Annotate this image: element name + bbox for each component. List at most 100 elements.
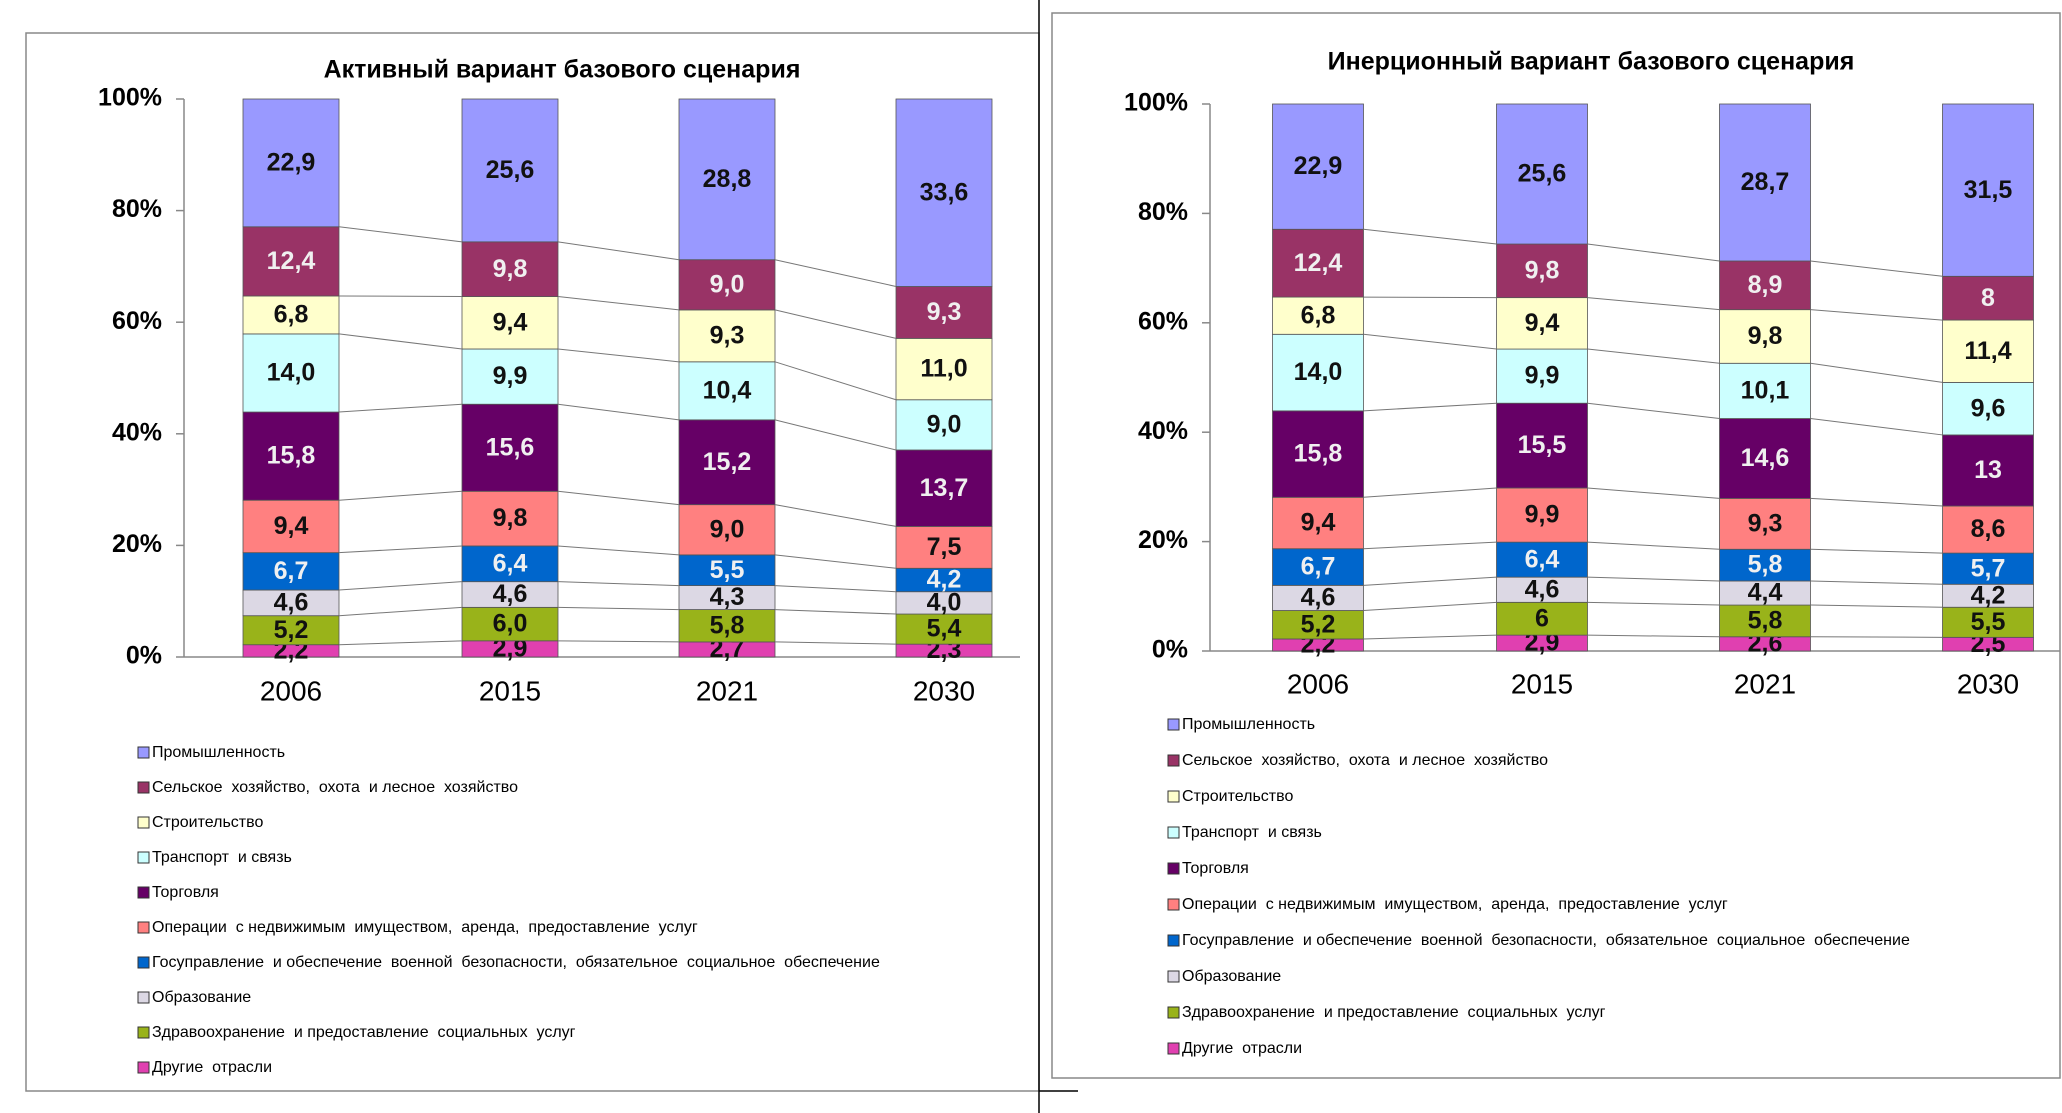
series-line: [1587, 601, 1720, 606]
y-tick-label: 100%: [98, 84, 162, 112]
bar-segment: [1942, 505, 2034, 554]
data-label: 15,6: [486, 433, 535, 461]
data-label: 15,2: [703, 448, 752, 476]
data-label: 8,6: [1971, 515, 2006, 543]
data-label: 33,6: [920, 178, 969, 206]
series-line: [1810, 604, 1943, 608]
legend-swatch: [1167, 790, 1180, 803]
legend-swatch: [1167, 1006, 1180, 1019]
y-tick-label: 40%: [1138, 417, 1188, 445]
bar-segment: [1496, 348, 1588, 404]
x-tick-label: 2021: [696, 675, 758, 706]
bar-segment: [1272, 548, 1364, 586]
legend-swatch: [1167, 898, 1180, 911]
bar-segment: [242, 499, 340, 554]
bar-segment: [1496, 541, 1588, 578]
bar-segment: [678, 419, 776, 506]
series-line: [1810, 362, 1943, 383]
bar-segment: [461, 348, 559, 405]
data-label: 6,7: [1301, 553, 1336, 581]
bar-segment: [461, 403, 559, 492]
y-tick-label: 0%: [126, 642, 162, 670]
bar-segment: [461, 490, 559, 547]
bar-segment: [1496, 487, 1588, 543]
series-line: [557, 640, 680, 643]
series-line: [557, 581, 680, 587]
bar-segment: [1719, 497, 1811, 550]
bar-segment: [461, 545, 559, 583]
legend-swatch: [137, 1061, 150, 1074]
data-label: 11,0: [920, 355, 967, 383]
data-label: 5,7: [1971, 554, 2006, 582]
data-label: 9,8: [1748, 322, 1783, 350]
series-line: [1587, 243, 1720, 262]
data-label: 9,8: [1525, 256, 1560, 284]
bar-segment: [242, 226, 340, 297]
bar-segment: [678, 609, 776, 643]
data-label: 4,6: [493, 580, 528, 608]
bar-segment: [1719, 260, 1811, 311]
series-line: [338, 226, 463, 243]
y-tick-label: 100%: [1124, 89, 1188, 117]
x-tick-label: 2021: [1734, 668, 1796, 699]
y-tick-label: 20%: [1138, 526, 1188, 554]
bar-segment: [678, 504, 776, 556]
bar-segment: [678, 309, 776, 363]
data-label: 9,6: [1971, 394, 2006, 422]
series-line: [774, 309, 897, 339]
series-line: [1363, 296, 1497, 299]
bar-segment: [242, 295, 340, 335]
series-line: [774, 504, 897, 527]
series-line: [1587, 348, 1720, 364]
legend-swatch: [1167, 934, 1180, 947]
data-label: 5,4: [927, 615, 962, 643]
series-line: [557, 606, 680, 611]
legend-swatch: [137, 886, 150, 899]
data-label: 8: [1981, 284, 1995, 312]
bar-segment: [678, 361, 776, 421]
bar-segment: [1719, 418, 1811, 499]
legend-label: Здравоохранение и предоставление социаль…: [1182, 1004, 1606, 1021]
data-label: 5,8: [1748, 607, 1783, 635]
data-label: 4,2: [927, 566, 962, 594]
data-label: 5,8: [710, 611, 745, 639]
bar-segment: [895, 449, 993, 527]
y-tick-label: 80%: [1138, 198, 1188, 226]
bar-segment: [1496, 243, 1588, 299]
legend-swatch: [137, 921, 150, 934]
legend-swatch: [137, 956, 150, 969]
bar-segment: [895, 286, 993, 339]
data-label: 9,4: [274, 512, 309, 540]
data-label: 14,0: [267, 359, 316, 387]
series-line: [557, 296, 680, 311]
data-label: 6,4: [493, 549, 528, 577]
data-label: 6,4: [1525, 545, 1560, 573]
bar-segment: [1272, 103, 1364, 230]
data-label: 4,3: [710, 583, 745, 611]
bar-segment: [242, 98, 340, 228]
series-line: [774, 641, 897, 645]
data-label: 14,0: [1294, 358, 1343, 386]
series-line: [338, 640, 463, 646]
legend-swatch: [137, 851, 150, 864]
data-label: 9,8: [493, 255, 528, 283]
data-label: 5,8: [1748, 551, 1783, 579]
x-tick-label: 2030: [913, 675, 975, 706]
data-label: 9,3: [1748, 509, 1783, 537]
legend-swatch: [137, 1026, 150, 1039]
series-line: [1587, 402, 1720, 420]
data-label: 9,9: [1525, 501, 1560, 529]
data-label: 28,7: [1741, 168, 1790, 196]
series-line: [774, 609, 897, 615]
series-line: [338, 295, 463, 298]
series-line: [1810, 260, 1943, 277]
y-tick-label: 60%: [112, 307, 162, 335]
data-label: 13,7: [920, 474, 969, 502]
bar-segment: [895, 613, 993, 645]
data-label: 12,4: [1294, 249, 1343, 277]
series-line: [338, 403, 463, 413]
legend-swatch: [137, 816, 150, 829]
legend-label: Другие отрасли: [1182, 1040, 1302, 1057]
series-line: [1810, 548, 1943, 554]
